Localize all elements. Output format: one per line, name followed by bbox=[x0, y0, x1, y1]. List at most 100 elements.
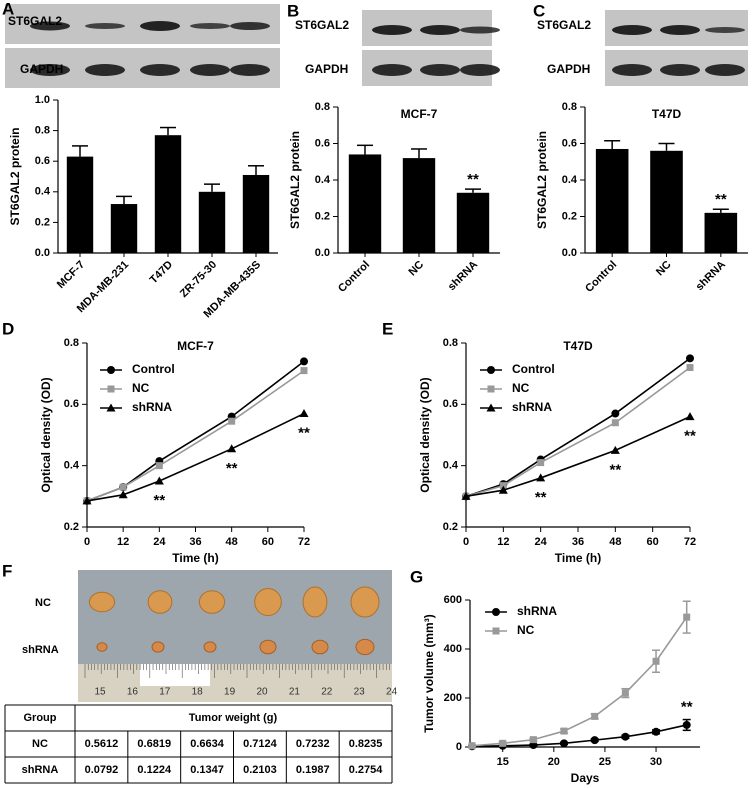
blot-band bbox=[460, 64, 500, 76]
tumor bbox=[198, 590, 226, 614]
marker bbox=[536, 473, 546, 482]
ruler-number: 19 bbox=[224, 687, 236, 698]
y-tick-label: 0.8 bbox=[315, 101, 330, 113]
x-axis-label: Time (h) bbox=[555, 551, 601, 565]
tumor bbox=[259, 639, 277, 655]
x-tick-label: 0 bbox=[463, 536, 469, 548]
ruler-number: 20 bbox=[256, 687, 268, 698]
ruler-number: 16 bbox=[127, 687, 139, 698]
legend-label: Control bbox=[132, 362, 175, 376]
x-tick-label: 30 bbox=[650, 756, 662, 768]
photo-row-label: NC bbox=[35, 597, 51, 609]
marker bbox=[119, 483, 127, 491]
bar bbox=[650, 150, 683, 253]
panel-label: B bbox=[287, 1, 299, 20]
y-tick-label: 0 bbox=[456, 741, 462, 753]
marker bbox=[498, 485, 508, 494]
marker bbox=[155, 462, 163, 470]
y-tick-label: 0.4 bbox=[443, 460, 459, 472]
marker bbox=[468, 742, 476, 750]
marker bbox=[682, 720, 691, 729]
legend-label: NC bbox=[132, 381, 150, 395]
x-tick-label: ZR-75-30 bbox=[178, 259, 219, 300]
y-tick-label: 0.8 bbox=[562, 101, 577, 113]
tumor bbox=[203, 641, 217, 653]
x-tick-label: 15 bbox=[497, 756, 509, 768]
ruler-number: 17 bbox=[159, 687, 171, 698]
blot-label: GAPDH bbox=[547, 62, 590, 76]
blot-band bbox=[190, 64, 230, 76]
blot-band bbox=[85, 23, 125, 29]
table-cell: shRNA bbox=[22, 764, 59, 776]
bar bbox=[198, 191, 226, 253]
x-tick-label: NC bbox=[406, 259, 426, 279]
ruler bbox=[78, 664, 392, 702]
x-tick-label: Control bbox=[583, 259, 619, 295]
blot-label: ST6GAL2 bbox=[295, 18, 349, 32]
table-cell: 0.2754 bbox=[349, 764, 384, 776]
marker bbox=[591, 712, 599, 720]
marker bbox=[611, 409, 620, 418]
table-cell: 0.8235 bbox=[349, 738, 383, 750]
marker bbox=[590, 736, 599, 745]
x-tick-label: 24 bbox=[535, 536, 548, 548]
bar bbox=[402, 158, 436, 253]
table-cell: 0.6819 bbox=[137, 738, 171, 750]
x-tick-label: 20 bbox=[548, 756, 560, 768]
bar bbox=[242, 174, 270, 253]
ruler-number: 23 bbox=[354, 687, 366, 698]
y-axis-label: ST6GAL2 protein bbox=[288, 131, 302, 229]
bar bbox=[66, 156, 94, 253]
ruler-number: 22 bbox=[321, 687, 333, 698]
marker bbox=[118, 490, 128, 499]
photo-row-label: shRNA bbox=[22, 644, 59, 656]
marker bbox=[499, 739, 507, 747]
tumor bbox=[355, 638, 375, 656]
legend-marker bbox=[107, 385, 115, 393]
legend-marker bbox=[487, 366, 495, 374]
significance: ** bbox=[715, 191, 727, 208]
y-tick-label: 0.2 bbox=[35, 216, 50, 228]
table-cell: 0.2103 bbox=[243, 764, 277, 776]
significance: ** bbox=[298, 425, 310, 442]
legend-marker bbox=[106, 403, 116, 412]
x-tick-label: 12 bbox=[497, 536, 509, 548]
marker bbox=[299, 409, 309, 418]
table-cell: 0.1347 bbox=[190, 764, 224, 776]
marker bbox=[686, 354, 694, 363]
blot-band bbox=[660, 64, 700, 76]
table-header: Tumor weight (g) bbox=[189, 712, 278, 724]
tumor bbox=[302, 586, 328, 618]
legend-marker bbox=[492, 608, 500, 616]
tumor bbox=[147, 590, 173, 614]
significance: ** bbox=[684, 428, 696, 445]
layout bbox=[4, 4, 748, 784]
x-tick-label: 12 bbox=[117, 536, 129, 548]
marker bbox=[621, 732, 630, 741]
marker bbox=[652, 727, 661, 736]
bar bbox=[348, 154, 382, 253]
x-tick-label: Control bbox=[336, 259, 372, 295]
chart-title: T47D bbox=[652, 107, 682, 121]
blot-band bbox=[612, 64, 652, 76]
x-tick-label: 36 bbox=[189, 536, 201, 548]
blot-band bbox=[230, 64, 270, 76]
y-tick-label: 0.4 bbox=[35, 186, 51, 198]
ruler-number: 21 bbox=[289, 687, 301, 698]
legend-label: NC bbox=[512, 381, 530, 395]
significance: ** bbox=[609, 461, 621, 478]
x-tick-label: 60 bbox=[262, 536, 274, 548]
y-tick-label: 0.0 bbox=[35, 247, 50, 259]
chart-title: T47D bbox=[563, 339, 593, 353]
panel-label: F bbox=[2, 561, 12, 580]
tumor bbox=[96, 642, 108, 652]
legend-label: NC bbox=[517, 623, 535, 637]
ruler-glare bbox=[140, 664, 210, 686]
x-tick-label: 60 bbox=[647, 536, 659, 548]
blot-band bbox=[372, 64, 412, 76]
table-header: Group bbox=[24, 712, 57, 724]
tumor bbox=[254, 588, 282, 616]
bar bbox=[704, 212, 738, 253]
marker bbox=[537, 459, 545, 467]
